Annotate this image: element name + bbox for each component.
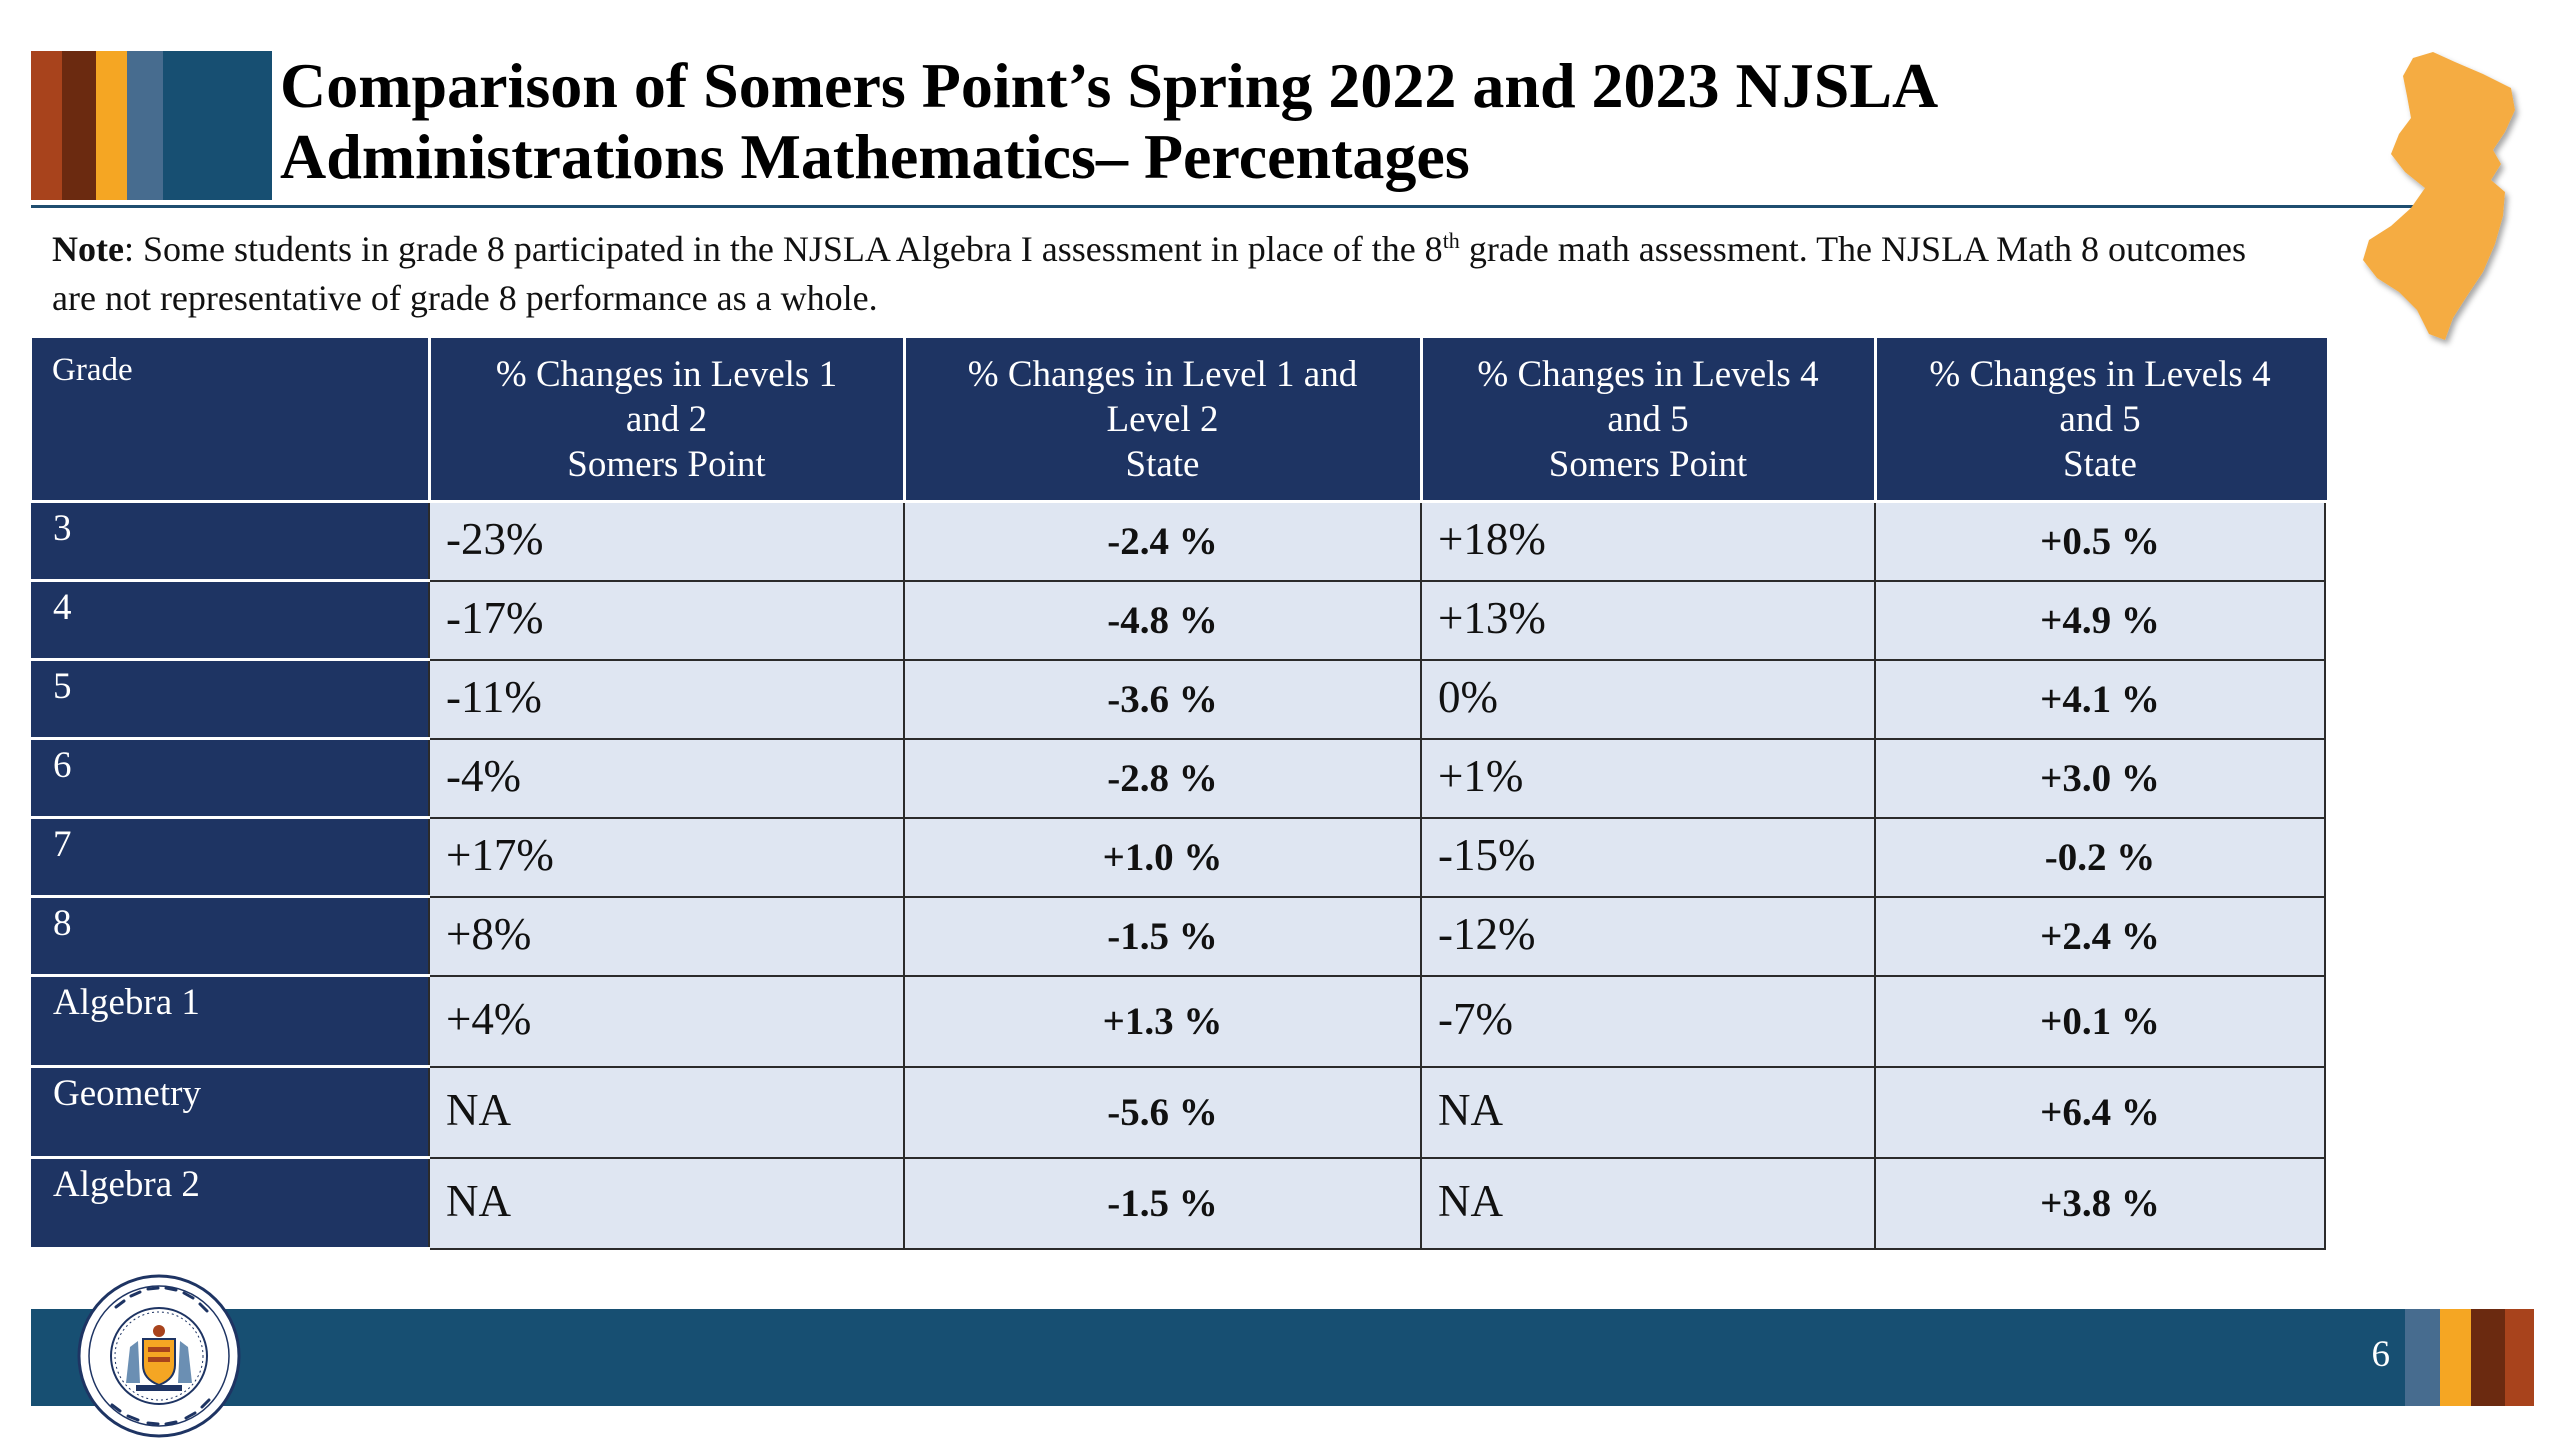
footer-band [31,1309,2405,1406]
state-levels-1-2-cell: +1.0 % [903,816,1422,898]
header-levels-1-2-somers-point: % Changes in Levels 1 and 2 Somers Point [429,338,906,503]
state-levels-4-5-cell: -0.2 % [1874,816,2326,898]
header-text-line: State [1125,443,1200,485]
table-row: 3 -23% -2.4 % +18% +0.5 % [31,500,2326,582]
state-levels-4-5-cell: +4.9 % [1874,579,2326,661]
note-body-part-1: : Some students in grade 8 participated … [123,229,1443,269]
header-levels-4-5-somers-point: % Changes in Levels 4 and 5 Somers Point [1421,338,1877,503]
table-row: Geometry NA -5.6 % NA +6.4 % [31,1065,2326,1159]
state-levels-1-2-cell: -1.5 % [903,1156,1422,1250]
somers-point-levels-4-5-cell: NA [1420,1156,1876,1250]
header-text-line: % Changes in Levels 4 [1929,353,2271,395]
header-text-line: % Changes in Level 1 and [967,353,1358,395]
state-levels-1-2-cell: -2.8 % [903,737,1422,819]
table-row: 8 +8% -1.5 % -12% +2.4 % [31,895,2326,977]
header-text-line: Somers Point [567,443,766,485]
note-label: Note [52,229,124,269]
new-jersey-map-icon [2363,52,2515,340]
grade-cell: Algebra 2 [31,1156,430,1250]
grade-cell: 6 [31,737,430,819]
grade-cell: 4 [31,579,430,661]
table-header-row: Grade % Changes in Levels 1 and 2 Somers… [32,338,2327,503]
table-row: 4 -17% -4.8 % +13% +4.9 % [31,579,2326,661]
footer-bar-brown [2471,1309,2505,1406]
grade-cell: 5 [31,658,430,740]
state-levels-4-5-cell: +2.4 % [1874,895,2326,977]
grade-cell: 7 [31,816,430,898]
somers-point-levels-1-2-cell: NA [428,1156,905,1250]
header-grade-label: Grade [52,352,133,388]
table-row: Algebra 1 +4% +1.3 % -7% +0.1 % [31,974,2326,1068]
header-text-line: Level 2 [1106,398,1219,440]
table-row: 7 +17% +1.0 % -15% -0.2 % [31,816,2326,898]
somers-point-levels-4-5-cell: -15% [1420,816,1876,898]
header-text-line: and 2 [625,398,708,440]
njsla-comparison-table: Grade % Changes in Levels 1 and 2 Somers… [31,338,2327,1250]
somers-point-levels-4-5-cell: NA [1420,1065,1876,1159]
table-row: 6 -4% -2.8 % +1% +3.0 % [31,737,2326,819]
page-title: Comparison of Somers Point’s Spring 2022… [280,50,2140,192]
state-levels-1-2-cell: -5.6 % [903,1065,1422,1159]
state-levels-4-5-cell: +3.8 % [1874,1156,2326,1250]
state-levels-4-5-cell: +6.4 % [1874,1065,2326,1159]
table-row: Algebra 2 NA -1.5 % NA +3.8 % [31,1156,2326,1250]
state-levels-1-2-cell: +1.3 % [903,974,1422,1068]
somers-point-levels-4-5-cell: 0% [1420,658,1876,740]
somers-point-levels-1-2-cell: +4% [428,974,905,1068]
header-text-line: State [2063,443,2137,485]
note-text: Note: Some students in grade 8 participa… [52,225,2292,323]
somers-point-levels-1-2-cell: -23% [428,500,905,582]
header-levels-4-5-state: % Changes in Levels 4 and 5 State [1875,338,2327,503]
somers-point-levels-4-5-cell: +13% [1420,579,1876,661]
state-levels-4-5-cell: +0.1 % [1874,974,2326,1068]
header-text-line: % Changes in Levels 1 [495,353,838,395]
state-levels-4-5-cell: +4.1 % [1874,658,2326,740]
header-color-bars [31,51,272,200]
state-levels-4-5-cell: +0.5 % [1874,500,2326,582]
somers-point-levels-1-2-cell: NA [428,1065,905,1159]
state-levels-1-2-cell: -3.6 % [903,658,1422,740]
state-levels-1-2-cell: -2.4 % [903,500,1422,582]
note-body-part-2: grade math assessment. The NJSLA Math 8 … [52,229,2247,318]
somers-point-levels-1-2-cell: -11% [428,658,905,740]
header-divider [31,205,2436,208]
somers-point-levels-4-5-cell: -7% [1420,974,1876,1068]
note-superscript: th [1442,228,1460,253]
somers-point-levels-4-5-cell: +1% [1420,737,1876,819]
grade-cell: 8 [31,895,430,977]
state-levels-1-2-cell: -1.5 % [903,895,1422,977]
header-bar-brown [62,51,96,200]
header-bar-slate [127,51,163,200]
page-number: 6 [2371,1334,2391,1375]
somers-point-levels-4-5-cell: -12% [1420,895,1876,977]
nj-department-of-education-seal-icon [77,1274,241,1438]
footer-bar-slate [2405,1309,2440,1406]
header-text-line: % Changes in Levels 4 [1477,353,1819,395]
header-bar-teal [163,51,272,200]
header-text-line: and 5 [1607,398,1689,440]
grade-cell: Algebra 1 [31,974,430,1068]
somers-point-levels-1-2-cell: +17% [428,816,905,898]
header-text-line: and 5 [2059,398,2141,440]
grade-cell: Geometry [31,1065,430,1159]
footer-color-bars [2405,1309,2534,1406]
state-levels-1-2-cell: -4.8 % [903,579,1422,661]
footer-bar-orange [2440,1309,2471,1406]
header-levels-1-2-state: % Changes in Level 1 and Level 2 State [904,338,1423,503]
footer-bar-rust [2505,1309,2534,1406]
grade-cell: 3 [31,500,430,582]
table-row: 5 -11% -3.6 % 0% +4.1 % [31,658,2326,740]
header-grade: Grade [32,338,431,503]
somers-point-levels-1-2-cell: -17% [428,579,905,661]
header-bar-orange [96,51,127,200]
page-title-line-1: Comparison of Somers Point’s Spring 2022… [280,50,1939,121]
page-title-line-2: Administrations Mathematics– Percentages [280,121,1470,192]
somers-point-levels-4-5-cell: +18% [1420,500,1876,582]
state-levels-4-5-cell: +3.0 % [1874,737,2326,819]
somers-point-levels-1-2-cell: +8% [428,895,905,977]
header-text-line: Somers Point [1548,443,1748,485]
header-bar-rust [31,51,62,200]
somers-point-levels-1-2-cell: -4% [428,737,905,819]
